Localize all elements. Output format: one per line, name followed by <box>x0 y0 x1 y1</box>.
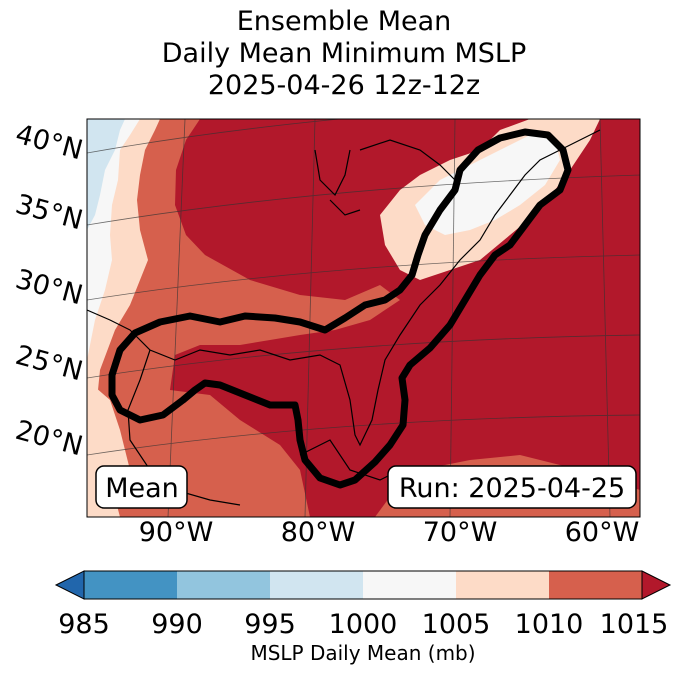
run-box-text: Run: 2025-04-25 <box>399 473 625 504</box>
mean-box: Mean <box>95 465 188 509</box>
colorbar-segment-990-995 <box>177 571 270 599</box>
field-990-995-nw <box>87 119 125 230</box>
lat-label-20: 20°N <box>12 415 86 463</box>
map-frame <box>86 118 641 518</box>
colorbar-frame <box>83 570 643 600</box>
colorbar-tick-1000: 1000 <box>329 609 398 640</box>
colorbar-tick-1015: 1015 <box>600 609 669 640</box>
lat-label-25: 25°N <box>12 340 86 388</box>
contour-1010-ring <box>108 128 572 489</box>
lon-label-90w: 90°W <box>139 517 214 548</box>
lat-label-35: 35°N <box>12 189 86 237</box>
lat-label-30: 30°N <box>12 264 86 312</box>
colorbar-tick-985: 985 <box>58 609 110 640</box>
colorbar-segment-985-990 <box>84 571 177 599</box>
title-line-3: 2025-04-26 12z-12z <box>207 70 481 101</box>
title-line-2: Daily Mean Minimum MSLP <box>161 38 527 69</box>
lon-label-80w: 80°W <box>281 517 356 548</box>
lat-label-40: 40°N <box>12 119 86 167</box>
colorbar-tick-1005: 1005 <box>422 609 491 640</box>
colorbar-segment-995-1000 <box>270 571 363 599</box>
colorbar-segment-1010-1015 <box>549 571 642 599</box>
run-box: Run: 2025-04-25 <box>387 465 637 509</box>
colorbar-segment-1000-1005 <box>363 571 456 599</box>
lon-label-70w: 70°W <box>423 517 498 548</box>
title-line-1: Ensemble Mean <box>236 6 452 37</box>
colorbar: 985 990 995 1000 1005 1010 1015 MSLP Dai… <box>54 570 672 665</box>
mean-box-text: Mean <box>105 473 179 504</box>
colorbar-tick-1010: 1010 <box>515 609 584 640</box>
colorbar-label: MSLP Daily Mean (mb) <box>250 641 475 665</box>
lon-label-60w: 60°W <box>565 517 640 548</box>
colorbar-segment-1005-1010 <box>456 571 549 599</box>
colorbar-extend-low <box>54 570 85 600</box>
map-panel <box>87 119 640 517</box>
colorbar-tick-990: 990 <box>151 609 203 640</box>
colorbar-extend-high <box>641 570 672 600</box>
colorbar-tick-995: 995 <box>244 609 296 640</box>
field-1000-1005-northeast <box>415 135 560 235</box>
coastlines <box>87 129 601 506</box>
